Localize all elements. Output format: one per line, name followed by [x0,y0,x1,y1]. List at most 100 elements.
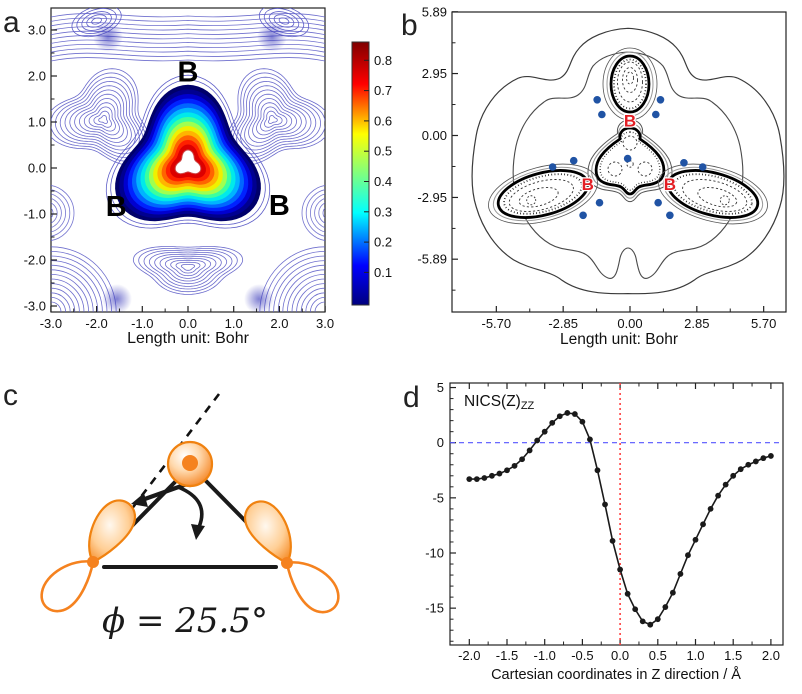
x-tick-label: 2.0 [762,648,780,663]
critical-point-dot [569,156,578,165]
atom-core-dot [182,455,198,471]
critical-point-dot [654,198,662,207]
y-tick-label: -2.0 [24,253,46,268]
top-atom-p-orbital [166,440,214,488]
contour-line [51,189,71,237]
critical-point-dot [666,211,674,220]
y-tick-label: -2.95 [417,190,447,205]
contour-line [79,97,124,140]
data-point [647,621,654,628]
critical-point-dot [548,163,557,171]
contour-line [314,198,325,228]
contour-line [256,102,293,136]
contour-line [59,80,140,155]
contour-shading [257,22,287,52]
data-point [564,410,571,416]
data-point [752,458,759,465]
atom-label-B: B [106,191,127,223]
critical-point-dot [595,198,604,207]
y-tick-label: 3.0 [28,23,46,38]
critical-point-dot [656,96,665,104]
y-tick-label: -10 [425,546,444,561]
contour-line [51,22,325,27]
x-tick-label: -1.5 [496,648,518,663]
panel-d-tag: d [403,381,420,414]
contour-line [51,269,94,312]
data-point [579,418,586,425]
contour-line [252,97,297,140]
panel-d-x-axis-title: Cartesian coordinates in Z direction / Å [491,666,741,683]
x-tick-label: -3.0 [40,316,62,331]
reference-lines [450,383,783,645]
x-tick-label: -1.0 [131,316,153,331]
contour-line [154,254,222,285]
data-point [707,505,714,512]
contour-line [51,185,75,241]
colorbar-tick-label: 0.2 [374,235,392,250]
contour-line [51,193,66,233]
colorbar-tick-label: 0.5 [374,144,392,159]
contour-line [310,193,325,233]
contour-line [54,76,144,159]
contour-line [69,89,132,147]
contour-line [51,274,89,312]
basin-top [602,47,658,121]
data-point [602,501,608,508]
contour-outermost [471,27,785,295]
y-tick-label: 5.89 [422,4,447,19]
data-point [609,537,616,544]
data-point [715,492,722,499]
colorbar-tick-label: 0.6 [374,113,392,128]
data-point [700,521,706,528]
data-point [662,604,669,610]
data-point [496,470,503,477]
contour-line [51,52,325,57]
data-point [473,476,480,482]
contour-line [51,13,325,18]
contour-line [240,85,312,151]
contour-line [268,114,278,124]
atom-label-B: B [664,175,676,194]
colorbar: 0.8 0.7 0.6 0.5 0.4 0.3 0.2 0.1 [351,41,392,306]
nics-data-series [466,410,774,628]
contour-line [301,185,325,241]
left-atom-dot [87,556,99,568]
data-point [669,589,676,596]
panel-a-x-axis-title: Length unit: Bohr [127,330,250,347]
contour-line [51,44,325,49]
data-point [504,467,510,474]
contour-lines [51,8,325,312]
elf-core [174,149,202,175]
critical-point-dot [698,163,707,171]
y-tick-label: -15 [425,601,444,616]
panel-a-contour-plot: a -3.0 -2.0 -1.0 0.0 1.0 2.0 3.0 3.0 2.0 1.0 0.0 -1… [3,6,392,347]
x-tick-label: 0.00 [617,316,642,331]
contour-line [132,246,244,295]
data-point [534,437,541,444]
critical-point-dot [593,96,601,104]
y-tick-label: 0.0 [28,161,46,176]
panel-b-x-axis-title: Length unit: Bohr [560,331,678,348]
critical-point-dot [579,211,587,220]
contour-line [260,106,288,132]
colorbar-tick-label: 0.4 [374,174,392,189]
contour-line [236,80,317,155]
contour-line [148,252,228,287]
x-tick-label: -5.70 [482,316,512,331]
data-point [624,590,631,597]
x-tick-label: 0.0 [179,316,197,331]
x-tick-label: 1.0 [225,316,243,331]
contour-line [51,207,54,219]
data-point [489,472,495,479]
y-tick-label: -1.0 [24,207,46,222]
contour-line [74,93,128,143]
x-tick-label: -0.5 [571,648,593,663]
colorbar-tick-label: 0.1 [374,265,392,280]
critical-point-dots [548,96,707,220]
panel-b-tag: b [401,9,418,42]
x-tick-label: 1.5 [724,648,742,663]
data-point [519,456,525,463]
basin-bottom-right [658,163,768,225]
contour-line [51,292,71,312]
